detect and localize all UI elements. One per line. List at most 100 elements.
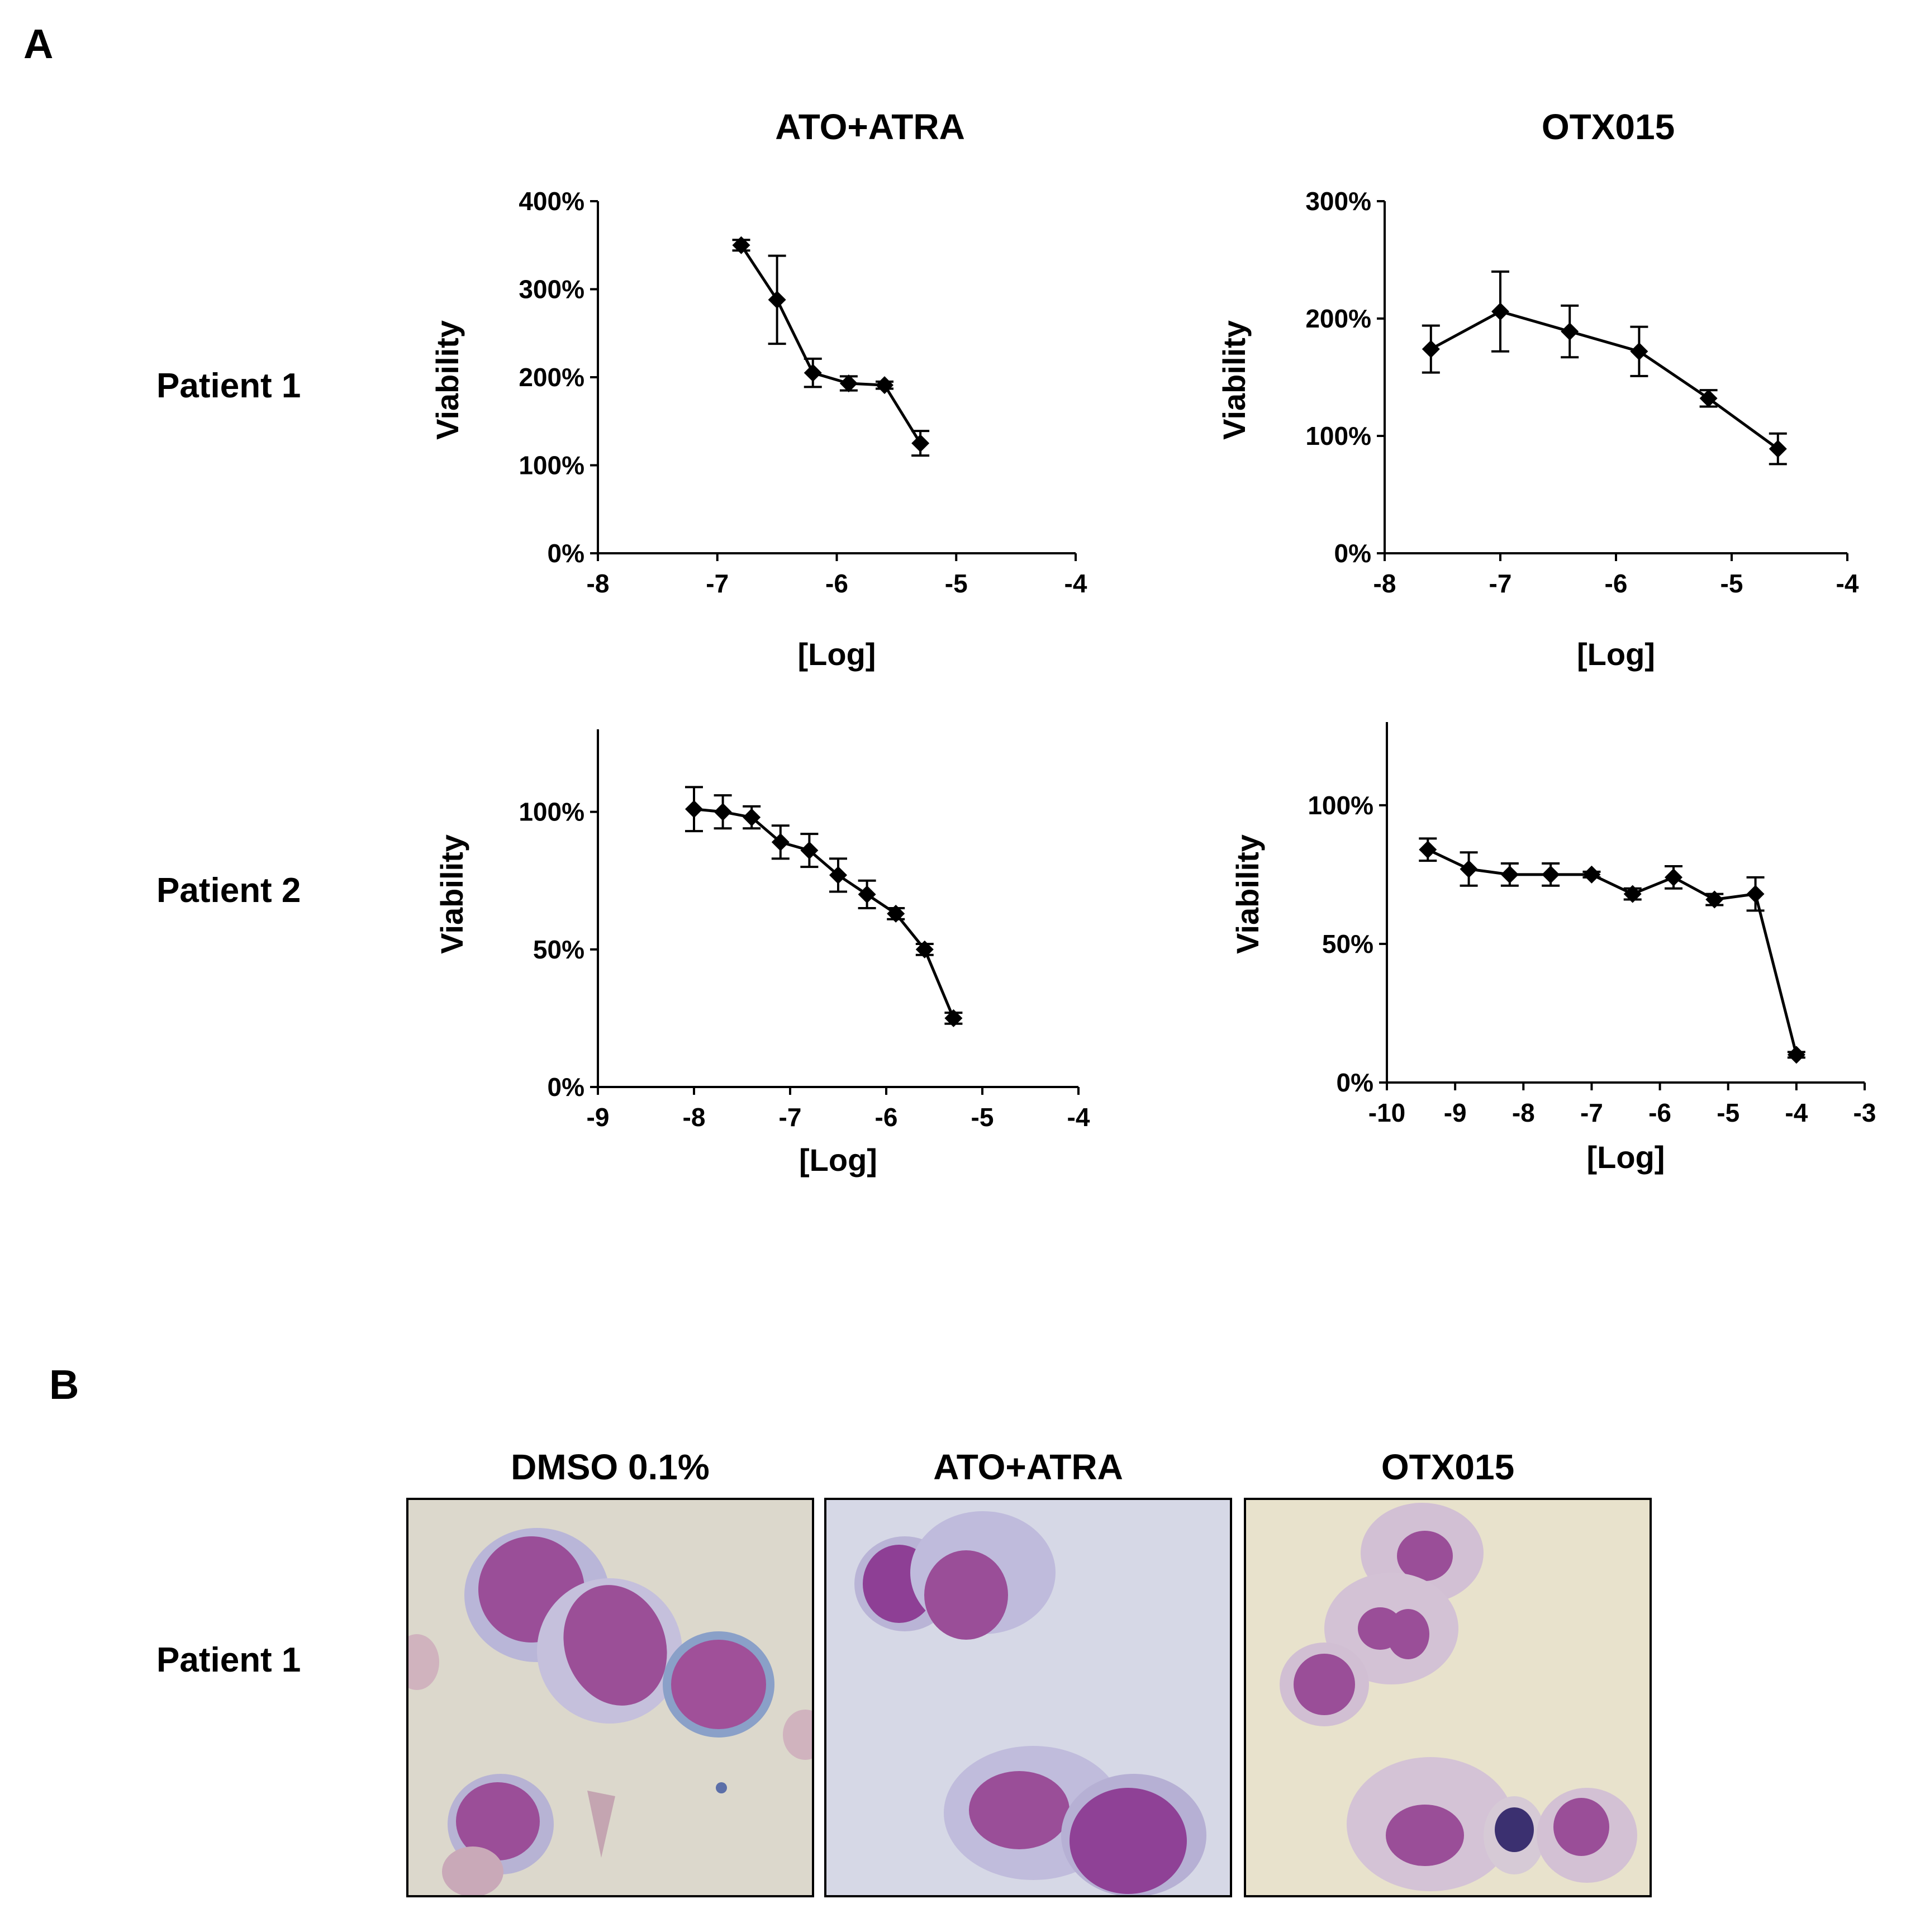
data-point	[768, 291, 786, 309]
data-point	[732, 236, 750, 254]
data-point	[944, 1009, 963, 1027]
y-tick-label: 0%	[1337, 1068, 1373, 1097]
micrograph-dmso	[406, 1498, 814, 1897]
row-label-patient-1-micrographs: Patient 1	[156, 1641, 301, 1679]
data-point	[915, 940, 934, 958]
micrograph-otx015	[1244, 1498, 1652, 1897]
x-tick-label: -5	[1720, 569, 1743, 598]
y-tick-label: 100%	[1305, 421, 1371, 450]
data-point	[804, 364, 822, 382]
series-line	[693, 808, 955, 1019]
data-point	[685, 800, 703, 818]
y-tick-label: 0%	[548, 1072, 584, 1102]
x-tick-label: -4	[1785, 1098, 1808, 1127]
data-point	[1769, 440, 1787, 458]
y-tick-label: 400%	[519, 187, 584, 216]
x-tick-label: -4	[1064, 569, 1087, 598]
data-point	[743, 808, 761, 827]
micrograph-ato-atra-cells	[854, 1511, 1206, 1895]
data-point	[771, 833, 790, 851]
x-tick-label: -4	[1836, 569, 1859, 598]
y-tick-label: 50%	[533, 935, 584, 964]
data-point	[1419, 841, 1437, 859]
data-point	[1787, 1046, 1805, 1064]
data-point	[876, 376, 893, 395]
data-point	[911, 434, 930, 453]
data-point	[1630, 342, 1648, 360]
y-tick-label: 0%	[548, 539, 584, 568]
x-tick-label: -9	[587, 1103, 610, 1132]
x-tick-label: -6	[875, 1103, 898, 1132]
data-point	[1422, 340, 1440, 358]
micrograph-otx015-cells	[1280, 1503, 1637, 1891]
data-point	[839, 374, 858, 393]
y-tick-label: 200%	[519, 363, 584, 392]
data-point	[1542, 865, 1560, 884]
x-axis-title: [Log]	[1577, 637, 1655, 672]
x-tick-label: -8	[683, 1103, 706, 1132]
data-point	[1699, 389, 1718, 407]
y-tick-label: 300%	[1305, 187, 1371, 216]
x-axis-title: [Log]	[798, 637, 876, 672]
x-tick-label: -5	[1717, 1098, 1739, 1127]
micro-title-otx015: OTX015	[1381, 1447, 1515, 1487]
panel-b-letter: B	[49, 1361, 79, 1408]
series-line	[1427, 848, 1798, 1056]
x-tick-label: -7	[706, 569, 729, 598]
column-title-otx015: OTX015	[1541, 107, 1675, 147]
x-axis-title: [Log]	[799, 1142, 877, 1178]
row-label-patient-1: Patient 1	[156, 367, 301, 405]
panel-a-letter: A	[23, 21, 54, 67]
y-tick-label: 100%	[1308, 791, 1373, 820]
data-point	[887, 904, 905, 923]
x-tick-label: -8	[1373, 569, 1396, 598]
y-axis-title: Viability	[434, 834, 469, 954]
x-tick-label: -8	[587, 569, 610, 598]
y-tick-label: 200%	[1305, 304, 1371, 333]
series-line	[1430, 310, 1779, 450]
x-tick-label: -4	[1067, 1103, 1090, 1132]
x-tick-label: -7	[1489, 569, 1512, 598]
x-tick-label: -6	[1648, 1098, 1671, 1127]
data-point	[1623, 885, 1642, 903]
y-axis-title: Viability	[430, 320, 465, 440]
row-label-patient-2: Patient 2	[156, 871, 301, 910]
x-tick-label: -6	[1605, 569, 1628, 598]
data-point	[1491, 302, 1509, 321]
y-tick-label: 100%	[519, 451, 584, 480]
y-tick-label: 0%	[1334, 539, 1371, 568]
x-tick-label: -9	[1444, 1098, 1467, 1127]
micrograph-ato-atra	[824, 1498, 1232, 1897]
x-tick-label: -10	[1368, 1098, 1405, 1127]
x-tick-label: -3	[1853, 1098, 1876, 1127]
column-title-ato-atra: ATO+ATRA	[775, 107, 965, 147]
micro-title-ato-atra: ATO+ATRA	[933, 1447, 1123, 1487]
x-axis-title: [Log]	[1587, 1140, 1665, 1175]
data-point	[829, 866, 847, 884]
micro-title-dmso: DMSO 0.1%	[511, 1447, 710, 1487]
data-point	[1460, 860, 1478, 878]
y-axis-title: Viability	[1230, 834, 1265, 954]
x-tick-label: -5	[971, 1103, 994, 1132]
micrograph-dmso-cells	[408, 1528, 812, 1895]
data-point	[1665, 868, 1682, 886]
data-point	[714, 803, 732, 821]
data-point	[1582, 865, 1601, 884]
data-point	[1705, 890, 1724, 909]
y-tick-label: 50%	[1322, 929, 1373, 958]
x-tick-label: -7	[779, 1103, 802, 1132]
x-tick-label: -8	[1512, 1098, 1535, 1127]
data-point	[1500, 865, 1519, 884]
x-tick-label: -5	[945, 569, 968, 598]
y-tick-label: 300%	[519, 275, 584, 304]
data-point	[1561, 322, 1579, 341]
data-point	[1746, 885, 1765, 903]
x-tick-label: -6	[825, 569, 848, 598]
x-tick-label: -7	[1580, 1098, 1603, 1127]
series-line	[740, 244, 922, 444]
y-tick-label: 100%	[519, 798, 584, 827]
